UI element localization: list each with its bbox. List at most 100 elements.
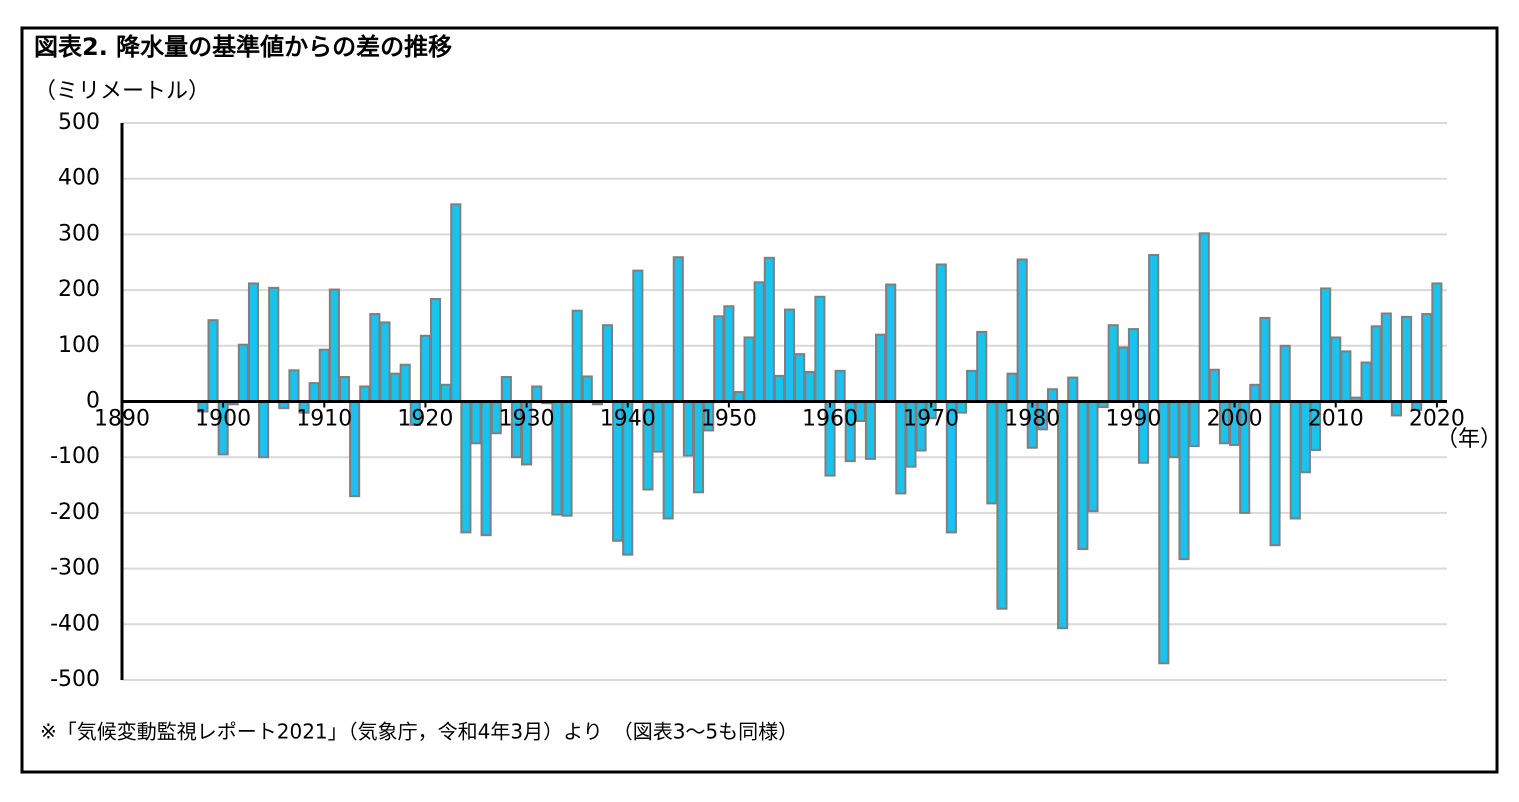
y-tick-label: 300 [58, 221, 100, 246]
bar [784, 308, 796, 403]
y-tick-label: -100 [50, 444, 100, 469]
bar [1148, 254, 1160, 403]
bar [1340, 350, 1352, 403]
bar [753, 281, 765, 403]
bar [1107, 324, 1119, 403]
bar [1370, 325, 1382, 403]
bar [814, 295, 826, 403]
x-tick-label: 2010 [1308, 407, 1364, 432]
x-tick-label: 1930 [499, 407, 555, 432]
bar [1431, 282, 1443, 403]
bar [268, 286, 280, 403]
bar [288, 369, 300, 403]
y-tick-label: 500 [58, 110, 100, 135]
bar [237, 343, 249, 403]
bar [723, 305, 735, 403]
bar [338, 375, 351, 403]
bar [864, 400, 877, 460]
bar [419, 334, 431, 403]
bar [1249, 383, 1261, 403]
bar [470, 400, 482, 445]
x-tick-label: 1950 [701, 407, 757, 432]
bar [1087, 400, 1099, 513]
bar [1269, 400, 1281, 547]
bar [713, 315, 725, 403]
x-tick-label: 1940 [600, 407, 656, 432]
x-axis-label: （年） [1436, 427, 1502, 452]
bar [1168, 400, 1180, 459]
bar [601, 324, 614, 403]
bar [1046, 388, 1059, 403]
bar [996, 400, 1008, 610]
x-tick-label: 1970 [903, 407, 959, 432]
chart-title: 図表2. 降水量の基準値からの差の推移 [34, 33, 452, 61]
x-tick-label: 1890 [94, 407, 150, 432]
bar [804, 370, 816, 403]
bar [743, 336, 755, 403]
bar [1421, 313, 1433, 403]
x-tick-label: 1980 [1004, 407, 1060, 432]
bar [440, 383, 452, 403]
y-tick-label: -300 [50, 556, 100, 581]
bar [834, 369, 846, 403]
bar [1320, 287, 1332, 403]
bar [1330, 336, 1342, 403]
bar [966, 369, 978, 403]
bar [1178, 400, 1190, 561]
bar [1067, 376, 1079, 403]
bar [571, 309, 583, 403]
y-tick-label: -500 [50, 667, 100, 692]
bar [308, 382, 320, 403]
bar [794, 353, 806, 403]
y-tick-label: -400 [50, 611, 100, 636]
bar [1158, 400, 1170, 665]
y-tick-label: 0 [86, 389, 100, 414]
bar [379, 321, 391, 403]
x-tick-label: 2000 [1207, 407, 1263, 432]
bar [429, 298, 442, 403]
bar [1400, 315, 1413, 403]
x-tick-label: 1910 [296, 407, 352, 432]
x-tick-label: 1900 [195, 407, 251, 432]
bar [1077, 400, 1089, 551]
bar [500, 375, 512, 403]
bar [460, 400, 472, 534]
bar [1127, 328, 1140, 403]
bar [389, 372, 401, 403]
bar [986, 400, 998, 505]
y-tick-label: 400 [58, 166, 100, 191]
bar [480, 400, 492, 537]
bar [207, 319, 219, 403]
bar [1198, 232, 1210, 403]
bar [1208, 368, 1220, 403]
bar [885, 283, 897, 403]
bar [561, 400, 573, 517]
x-tick-label: 1990 [1105, 407, 1161, 432]
bar [399, 363, 411, 403]
bar [875, 333, 887, 403]
bar [1016, 258, 1028, 403]
bar [662, 400, 674, 520]
bar [763, 256, 775, 403]
y-tick-label: -200 [50, 500, 100, 525]
bar [1259, 316, 1271, 403]
bar [1289, 400, 1301, 520]
bar [359, 385, 371, 403]
bar [1390, 400, 1402, 417]
bar [1279, 344, 1291, 403]
bar [682, 400, 694, 457]
bar [632, 269, 644, 403]
bar [581, 375, 593, 403]
bar [1006, 372, 1018, 403]
bar [531, 385, 543, 403]
bar [258, 400, 270, 459]
y-axis-label: （ミリメートル） [34, 79, 210, 104]
bar [672, 256, 684, 403]
frame [20, 26, 1499, 774]
bar [450, 203, 462, 403]
bar [1117, 346, 1129, 403]
bar [328, 288, 340, 403]
bar [1360, 361, 1372, 403]
bar [773, 374, 785, 403]
